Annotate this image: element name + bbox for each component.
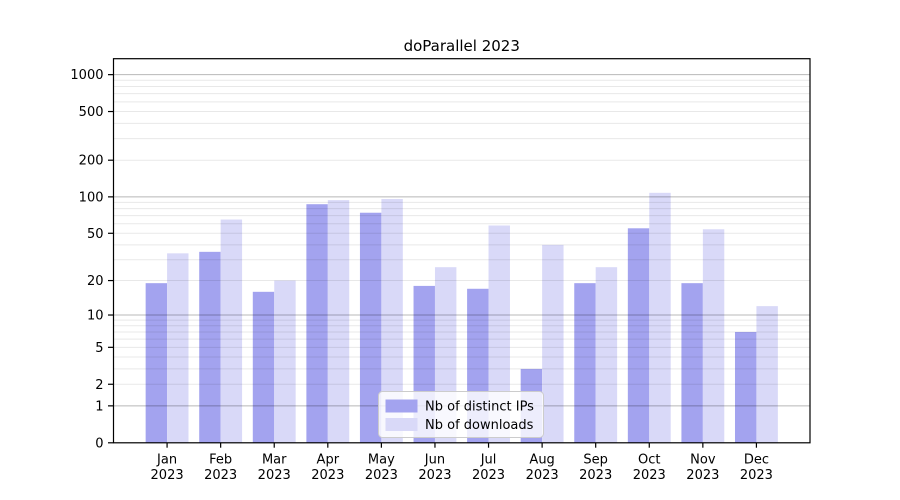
- x-tick-label-month-sep: Sep: [583, 453, 608, 468]
- x-tick-label-month-oct: Oct: [638, 453, 660, 468]
- bar-downloads-mar: [274, 280, 296, 443]
- y-tick-label-20: 20: [87, 274, 104, 289]
- x-tick-label-month-nov: Nov: [690, 453, 716, 468]
- x-tick-label-month-aug: Aug: [529, 453, 554, 468]
- bar-downloads-sep: [595, 267, 618, 443]
- x-tick-label-month-dec: Dec: [744, 453, 769, 468]
- y-tick-label-1: 1: [95, 399, 103, 414]
- x-tick-label-month-mar: Mar: [262, 453, 287, 468]
- plot-frame-layer: [112, 58, 811, 444]
- legend-box: [378, 391, 544, 438]
- x-tick-label-year-jan: 2023: [151, 468, 184, 483]
- legend-label-distinct-ips: Nb of distinct IPs: [425, 400, 534, 415]
- x-tick-label-month-jun: Jun: [424, 453, 445, 468]
- x-tick-label-month-feb: Feb: [209, 453, 232, 468]
- x-tick-label-year-feb: 2023: [204, 468, 237, 483]
- legend: Nb of distinct IPs Nb of downloads: [378, 391, 544, 438]
- bar-ips-sep: [574, 283, 596, 443]
- plot-frame: [112, 58, 811, 444]
- bar-ips-dec: [734, 331, 757, 443]
- bar-ips-apr: [306, 204, 328, 443]
- x-tick-label-year-aug: 2023: [526, 468, 559, 483]
- y-tick-label-2: 2: [95, 378, 103, 393]
- bar-ips-nov: [681, 283, 703, 443]
- y-tick-label-500: 500: [79, 105, 104, 120]
- bar-downloads-aug: [542, 244, 564, 443]
- y-tick-label-100: 100: [79, 190, 104, 205]
- bar-downloads-feb: [220, 219, 243, 443]
- x-tick-label-year-may: 2023: [365, 468, 398, 483]
- bar-downloads-nov: [702, 229, 725, 443]
- x-tick-label-year-nov: 2023: [686, 468, 719, 483]
- bar-downloads-may: [381, 199, 403, 443]
- bar-ips-jan: [145, 283, 168, 443]
- y-tick-label-5: 5: [95, 341, 103, 356]
- x-tick-label-year-jul: 2023: [472, 468, 505, 483]
- axis-labels-layer: 01251020501002005001000Jan2023Feb2023Mar…: [70, 68, 773, 483]
- axis-ticks-layer: [108, 74, 758, 448]
- gridlines-layer: [113, 74, 810, 407]
- bar-ips-may: [359, 212, 382, 443]
- x-tick-label-month-apr: Apr: [317, 453, 340, 468]
- bar-downloads-jul: [488, 225, 510, 443]
- bar-downloads-apr: [327, 200, 350, 443]
- chart-title: doParallel 2023: [404, 37, 520, 55]
- y-tick-label-10: 10: [87, 309, 104, 324]
- bar-downloads-dec: [756, 306, 778, 443]
- bar-downloads-oct: [649, 192, 671, 443]
- bar-ips-feb: [199, 251, 221, 443]
- x-tick-label-month-jul: Jul: [480, 453, 497, 468]
- legend-swatch-downloads: [385, 418, 418, 431]
- y-tick-label-200: 200: [79, 154, 104, 169]
- bar-ips-mar: [252, 291, 275, 443]
- bar-ips-oct: [627, 228, 650, 443]
- x-tick-label-year-mar: 2023: [258, 468, 291, 483]
- x-tick-label-year-oct: 2023: [633, 468, 666, 483]
- bar-downloads-jan: [167, 253, 189, 443]
- x-tick-label-year-sep: 2023: [579, 468, 612, 483]
- x-tick-label-year-jun: 2023: [418, 468, 451, 483]
- legend-label-downloads: Nb of downloads: [425, 418, 534, 433]
- legend-swatch-distinct-ips: [385, 399, 418, 413]
- y-tick-label-1000: 1000: [70, 68, 103, 83]
- x-tick-label-year-apr: 2023: [311, 468, 344, 483]
- x-tick-label-year-dec: 2023: [740, 468, 773, 483]
- x-tick-label-month-jan: Jan: [156, 453, 177, 468]
- y-tick-label-0: 0: [95, 436, 103, 451]
- y-tick-label-50: 50: [87, 227, 104, 242]
- x-tick-label-month-may: May: [368, 453, 395, 468]
